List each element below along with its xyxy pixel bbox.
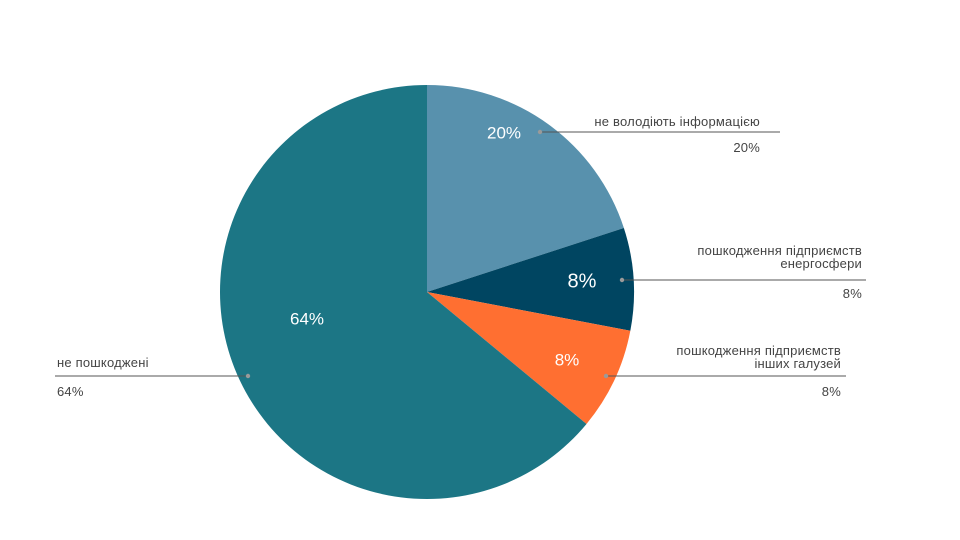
slice-value-label-3: 8% — [555, 350, 580, 369]
pie-slice-4 — [219, 85, 587, 499]
pie-slice-2 — [427, 228, 634, 331]
slice-value-label-2: 8% — [568, 270, 597, 292]
slice-value-label-1: 20% — [487, 123, 521, 142]
callouts: не володіють інформацією 20% пошкодження п… — [55, 114, 866, 399]
callout-value-2: 8% — [843, 286, 862, 301]
callout-label-1-line-1: не володіють інформацією — [594, 114, 760, 129]
callout-label-4-line-1: не пошкоджені — [57, 355, 149, 370]
slice-value-label-4: 64% — [290, 309, 324, 328]
callout-label-3-line-2: інших галузей — [754, 356, 841, 371]
callout-dot-1 — [537, 129, 543, 135]
callout-label-2-line-1: пошкодження підприємств — [697, 243, 862, 258]
pie-slice-3 — [427, 292, 631, 424]
pie-slices — [219, 85, 634, 499]
callout-dot-3 — [603, 373, 609, 379]
callout-value-4: 64% — [57, 384, 84, 399]
callout-value-1: 20% — [733, 140, 760, 155]
callout-dot-2 — [619, 277, 625, 283]
callout-value-3: 8% — [822, 384, 841, 399]
slice-value-labels: 20% 8% 8% 64% — [290, 123, 597, 369]
callout-label-3-line-1: пошкодження підприємств — [676, 343, 841, 358]
callout-label-2-line-2: енергосфери — [780, 256, 862, 271]
pie-slice-1 — [427, 85, 624, 292]
callout-dot-4 — [245, 373, 251, 379]
